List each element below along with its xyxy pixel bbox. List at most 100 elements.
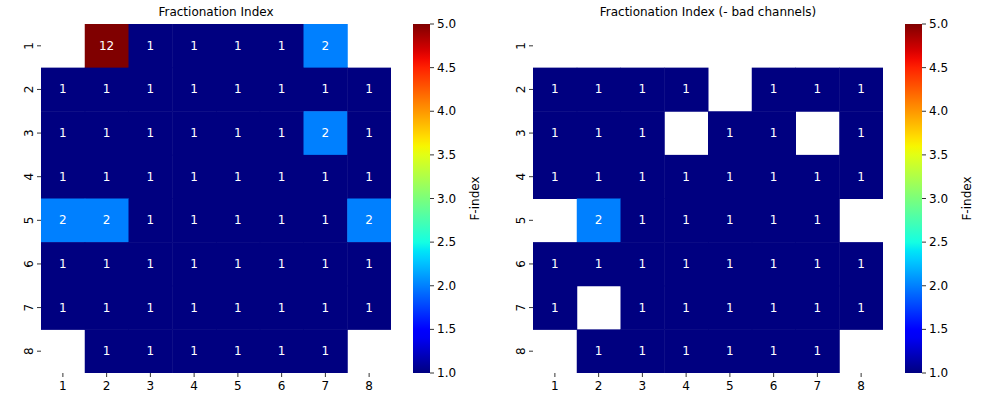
- cell: [216, 286, 260, 330]
- cell-label: 1: [770, 344, 778, 358]
- cell-label: 1: [103, 344, 111, 358]
- title: Fractionation Index (- bad channels): [600, 5, 817, 19]
- cell: [796, 329, 840, 373]
- colorbar-tick-label: 2.0: [437, 279, 456, 293]
- colorbar-tick: [430, 67, 434, 68]
- cell: [304, 286, 348, 330]
- x-tick: [325, 373, 326, 377]
- cell-label: 1: [639, 82, 647, 96]
- cell-label: 1: [726, 126, 734, 140]
- y-tick: [37, 263, 41, 264]
- colorbar-tick-label: 1.5: [929, 322, 948, 336]
- cell-label: 1: [234, 170, 242, 184]
- x-tick-label: 7: [322, 379, 330, 393]
- x-tick: [150, 373, 151, 377]
- y-tick-label: 3: [22, 129, 36, 137]
- cell: [708, 242, 752, 286]
- y-tick: [529, 351, 533, 352]
- colorbar-tick: [922, 285, 926, 286]
- cell-label: 1: [770, 257, 778, 271]
- x-tick-label: 2: [595, 379, 603, 393]
- cell-label: 2: [103, 213, 111, 227]
- x-tick: [773, 373, 774, 377]
- cell-label: 1: [278, 301, 286, 315]
- cell-label: 1: [278, 39, 286, 53]
- colorbar-tick: [922, 329, 926, 330]
- cell-label: 12: [99, 39, 114, 53]
- colorbar-tick-label: 2.5: [437, 235, 456, 249]
- colorbar-tick: [922, 198, 926, 199]
- y-tick-label: 3: [514, 129, 528, 137]
- cell-label: 1: [147, 213, 155, 227]
- y-tick-label: 7: [514, 304, 528, 312]
- cell-label: 2: [322, 39, 330, 53]
- cell-label: 1: [190, 257, 198, 271]
- cell: [621, 199, 665, 243]
- y-tick-label: 1: [514, 42, 528, 50]
- cell: [304, 111, 348, 155]
- cell: [85, 24, 129, 68]
- heatmap-panel: Fractionation Index121111211111111111111…: [22, 5, 482, 393]
- cell: [577, 68, 621, 112]
- cell-label: 1: [365, 82, 373, 96]
- cell-label: 1: [190, 170, 198, 184]
- y-tick-label: 1: [22, 42, 36, 50]
- x-tick-label: 8: [365, 379, 373, 393]
- cell: [347, 242, 391, 286]
- colorbar-tick: [922, 111, 926, 112]
- y-tick: [529, 176, 533, 177]
- cell-label: 1: [551, 170, 559, 184]
- x-tick-label: 6: [770, 379, 778, 393]
- cells: [533, 68, 883, 373]
- colorbar-tick-label: 4.5: [929, 61, 948, 75]
- y-tick: [529, 89, 533, 90]
- cell-label: 1: [726, 170, 734, 184]
- cell-label: 1: [147, 344, 155, 358]
- y-tick: [37, 45, 41, 46]
- cell-label: 1: [59, 301, 67, 315]
- cell: [839, 111, 883, 155]
- cell-label: 1: [147, 257, 155, 271]
- cell-label: 1: [278, 82, 286, 96]
- cell: [621, 155, 665, 199]
- cell-label: 1: [322, 257, 330, 271]
- cell-label: 1: [639, 344, 647, 358]
- colorbar-tick-label: 3.0: [929, 192, 948, 206]
- cell: [752, 329, 796, 373]
- cell: [839, 68, 883, 112]
- cell-label: 1: [322, 213, 330, 227]
- cell: [708, 199, 752, 243]
- cell-label: 1: [639, 170, 647, 184]
- colorbar-tick: [922, 67, 926, 68]
- x-tick-label: 5: [726, 379, 734, 393]
- cell-label: 1: [103, 82, 111, 96]
- cell: [41, 242, 85, 286]
- x-tick-label: 3: [639, 379, 647, 393]
- x-tick: [686, 373, 687, 377]
- cell-label: 1: [59, 126, 67, 140]
- x-tick: [729, 373, 730, 377]
- cell: [577, 199, 621, 243]
- figure: Fractionation Index121111211111111111111…: [0, 0, 1000, 400]
- colorbar-tick-label: 1.0: [929, 366, 948, 380]
- cell: [260, 242, 304, 286]
- y-tick-label: 7: [22, 304, 36, 312]
- cell-label: 1: [857, 301, 865, 315]
- cell-label: 1: [322, 301, 330, 315]
- y-tick-label: 5: [514, 216, 528, 224]
- cell-label: 1: [59, 257, 67, 271]
- x-tick: [237, 373, 238, 377]
- cell-label: 1: [595, 344, 603, 358]
- cell-label: 1: [814, 213, 822, 227]
- cell: [796, 199, 840, 243]
- cell-label: 2: [365, 213, 373, 227]
- cell: [796, 242, 840, 286]
- colorbar-tick-label: 1.0: [437, 366, 456, 380]
- cell-label: 1: [639, 257, 647, 271]
- cell: [129, 286, 173, 330]
- x-tick-label: 2: [103, 379, 111, 393]
- cell-label: 1: [234, 301, 242, 315]
- x-tick: [598, 373, 599, 377]
- colorbar-tick: [922, 242, 926, 243]
- cell-label: 1: [147, 170, 155, 184]
